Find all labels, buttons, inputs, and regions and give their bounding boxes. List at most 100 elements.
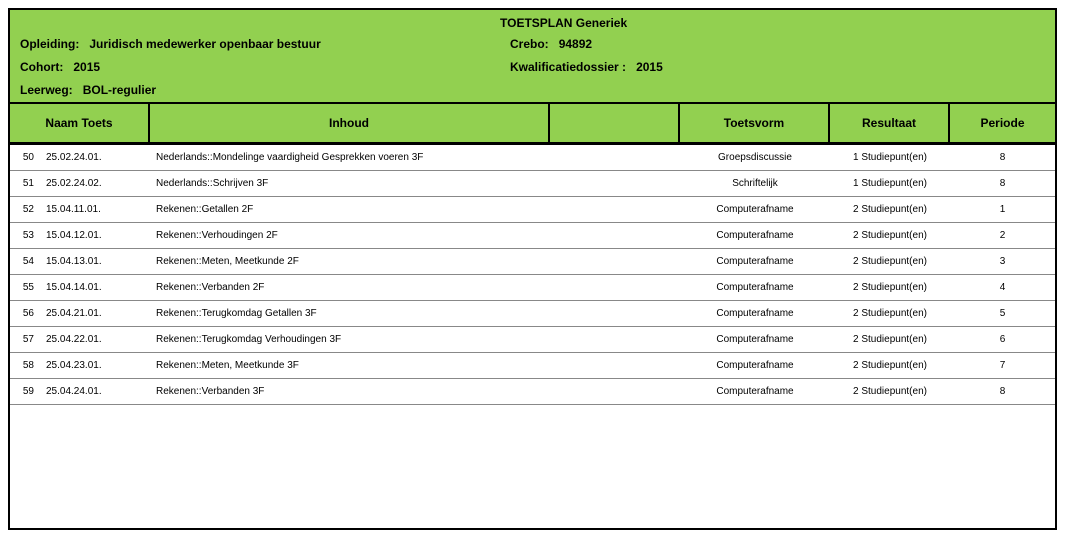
cell-inhoud: Rekenen::Verhoudingen 2F (150, 230, 550, 241)
cell-resultaat: 2 Studiepunt(en) (830, 204, 950, 215)
cell-num: 58 (10, 360, 40, 371)
document-frame: TOETSPLAN Generiek Opleiding: Juridisch … (8, 8, 1057, 530)
cell-naam: 25.02.24.02. (40, 178, 150, 189)
crebo-value: 94892 (559, 37, 592, 51)
leerweg-label: Leerweg: (20, 83, 73, 97)
header-title-row: TOETSPLAN Generiek (20, 16, 1045, 30)
cohort-cell: Cohort: 2015 (20, 59, 510, 76)
cell-naam: 15.04.12.01. (40, 230, 150, 241)
cell-resultaat: 2 Studiepunt(en) (830, 334, 950, 345)
cell-periode: 1 (950, 204, 1055, 215)
cell-num: 54 (10, 256, 40, 267)
cell-naam: 25.04.22.01. (40, 334, 150, 345)
crebo-cell: Crebo: 94892 (510, 36, 1045, 53)
header-row-2: Cohort: 2015 Kwalificatiedossier : 2015 (20, 59, 1045, 76)
table-row: 5725.04.22.01.Rekenen::Terugkomdag Verho… (10, 327, 1055, 353)
cell-resultaat: 2 Studiepunt(en) (830, 230, 950, 241)
cell-periode: 7 (950, 360, 1055, 371)
cell-naam: 15.04.14.01. (40, 282, 150, 293)
cell-resultaat: 1 Studiepunt(en) (830, 178, 950, 189)
cell-resultaat: 2 Studiepunt(en) (830, 308, 950, 319)
opleiding-label: Opleiding: (20, 37, 79, 51)
cell-inhoud: Nederlands::Schrijven 3F (150, 178, 550, 189)
cell-inhoud: Rekenen::Terugkomdag Getallen 3F (150, 308, 550, 319)
table-row: 5215.04.11.01.Rekenen::Getallen 2F Comput… (10, 197, 1055, 223)
cohort-value: 2015 (73, 60, 100, 74)
cell-periode: 8 (950, 178, 1055, 189)
table-row: 5625.04.21.01.Rekenen::Terugkomdag Getal… (10, 301, 1055, 327)
cell-vorm: Computerafname (680, 230, 830, 241)
table-row: 5825.04.23.01.Rekenen::Meten, Meetkunde … (10, 353, 1055, 379)
leerweg-cell: Leerweg: BOL-regulier (20, 82, 510, 99)
cell-vorm: Computerafname (680, 334, 830, 345)
cell-resultaat: 2 Studiepunt(en) (830, 282, 950, 293)
table-row: 5025.02.24.01.Nederlands::Mondelinge vaa… (10, 145, 1055, 171)
header-block: TOETSPLAN Generiek Opleiding: Juridisch … (10, 10, 1055, 104)
cell-num: 59 (10, 386, 40, 397)
header-row-1: Opleiding: Juridisch medewerker openbaar… (20, 36, 1045, 53)
cell-inhoud: Rekenen::Meten, Meetkunde 2F (150, 256, 550, 267)
kwal-value: 2015 (636, 60, 663, 74)
cell-vorm: Computerafname (680, 308, 830, 319)
table-row: 5415.04.13.01.Rekenen::Meten, Meetkunde … (10, 249, 1055, 275)
cell-inhoud: Rekenen::Getallen 2F (150, 204, 550, 215)
table-row: 5315.04.12.01.Rekenen::Verhoudingen 2F Co… (10, 223, 1055, 249)
cell-naam: 25.04.21.01. (40, 308, 150, 319)
cell-num: 57 (10, 334, 40, 345)
header-row-3: Leerweg: BOL-regulier (20, 82, 1045, 99)
col-header-resultaat: Resultaat (830, 104, 950, 142)
cell-naam: 25.04.23.01. (40, 360, 150, 371)
cell-inhoud: Rekenen::Meten, Meetkunde 3F (150, 360, 550, 371)
cell-num: 50 (10, 152, 40, 163)
cell-periode: 6 (950, 334, 1055, 345)
cell-periode: 8 (950, 152, 1055, 163)
cell-num: 56 (10, 308, 40, 319)
column-header-row: Naam Toets Inhoud Toetsvorm Resultaat Pe… (10, 104, 1055, 145)
cell-resultaat: 2 Studiepunt(en) (830, 386, 950, 397)
col-header-blank (550, 104, 680, 142)
cell-resultaat: 2 Studiepunt(en) (830, 256, 950, 267)
cell-periode: 4 (950, 282, 1055, 293)
cell-resultaat: 2 Studiepunt(en) (830, 360, 950, 371)
cell-periode: 5 (950, 308, 1055, 319)
col-header-naam: Naam Toets (10, 104, 150, 142)
cell-vorm: Computerafname (680, 386, 830, 397)
cohort-label: Cohort: (20, 60, 63, 74)
leerweg-value: BOL-regulier (83, 83, 156, 97)
cell-inhoud: Nederlands::Mondelinge vaardigheid Gespr… (150, 152, 550, 163)
cell-inhoud: Rekenen::Terugkomdag Verhoudingen 3F (150, 334, 550, 345)
cell-naam: 25.02.24.01. (40, 152, 150, 163)
cell-num: 53 (10, 230, 40, 241)
cell-num: 55 (10, 282, 40, 293)
kwal-cell: Kwalificatiedossier : 2015 (510, 59, 1045, 76)
cell-resultaat: 1 Studiepunt(en) (830, 152, 950, 163)
page: TOETSPLAN Generiek Opleiding: Juridisch … (0, 0, 1065, 538)
cell-naam: 15.04.13.01. (40, 256, 150, 267)
cell-vorm: Computerafname (680, 360, 830, 371)
table-row: 5125.02.24.02.Nederlands::Schrijven 3F Sc… (10, 171, 1055, 197)
table-row: 5515.04.14.01.Rekenen::Verbanden 2F Compu… (10, 275, 1055, 301)
document-title: TOETSPLAN Generiek (500, 16, 627, 30)
table-row: 5925.04.24.01.Rekenen::Verbanden 3F Compu… (10, 379, 1055, 405)
col-header-toetsvorm: Toetsvorm (680, 104, 830, 142)
crebo-label: Crebo: (510, 37, 549, 51)
cell-vorm: Computerafname (680, 256, 830, 267)
table-body: 5025.02.24.01.Nederlands::Mondelinge vaa… (10, 145, 1055, 405)
kwal-label: Kwalificatiedossier : (510, 60, 626, 74)
cell-inhoud: Rekenen::Verbanden 3F (150, 386, 550, 397)
cell-periode: 3 (950, 256, 1055, 267)
cell-num: 52 (10, 204, 40, 215)
cell-vorm: Computerafname (680, 204, 830, 215)
col-header-periode: Periode (950, 104, 1055, 142)
cell-vorm: Schriftelijk (680, 178, 830, 189)
col-header-inhoud: Inhoud (150, 104, 550, 142)
cell-vorm: Groepsdiscussie (680, 152, 830, 163)
cell-num: 51 (10, 178, 40, 189)
opleiding-cell: Opleiding: Juridisch medewerker openbaar… (20, 36, 510, 53)
cell-naam: 15.04.11.01. (40, 204, 150, 215)
cell-inhoud: Rekenen::Verbanden 2F (150, 282, 550, 293)
cell-vorm: Computerafname (680, 282, 830, 293)
cell-periode: 8 (950, 386, 1055, 397)
cell-periode: 2 (950, 230, 1055, 241)
cell-naam: 25.04.24.01. (40, 386, 150, 397)
